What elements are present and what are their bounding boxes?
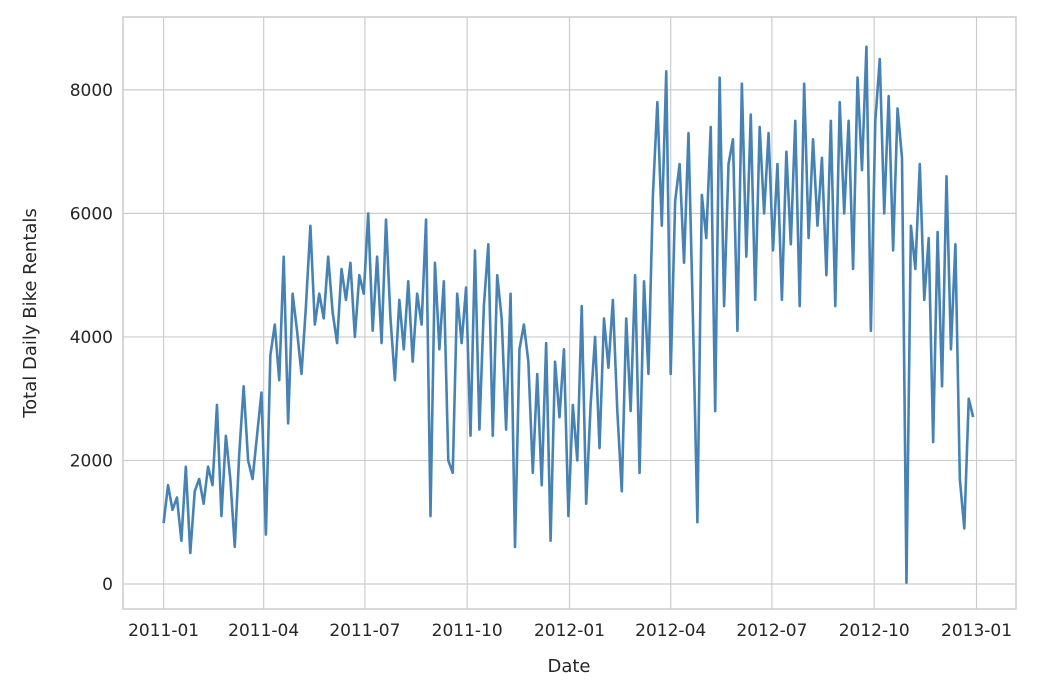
y-tick-label: 4000 — [70, 328, 113, 348]
x-tick-label: 2012-01 — [534, 621, 605, 641]
x-tick-label: 2011-01 — [128, 621, 199, 641]
x-axis-label: Date — [547, 656, 590, 677]
data-line — [162, 45, 975, 584]
y-tick-label: 0 — [102, 575, 113, 595]
x-tick-label: 2013-01 — [941, 621, 1012, 641]
x-tick-label: 2012-04 — [635, 621, 706, 641]
y-tick-label: 2000 — [70, 451, 113, 471]
x-tick-label: 2012-10 — [839, 621, 910, 641]
y-axis-label: Total Daily Bike Rentals — [20, 208, 41, 419]
x-tick-label: 2011-04 — [228, 621, 299, 641]
x-tick-label: 2012-07 — [736, 621, 807, 641]
y-tick-label: 6000 — [70, 204, 113, 224]
x-tick-label: 2011-07 — [329, 621, 400, 641]
x-tick-label: 2011-10 — [432, 621, 503, 641]
y-tick-label: 8000 — [70, 81, 113, 101]
